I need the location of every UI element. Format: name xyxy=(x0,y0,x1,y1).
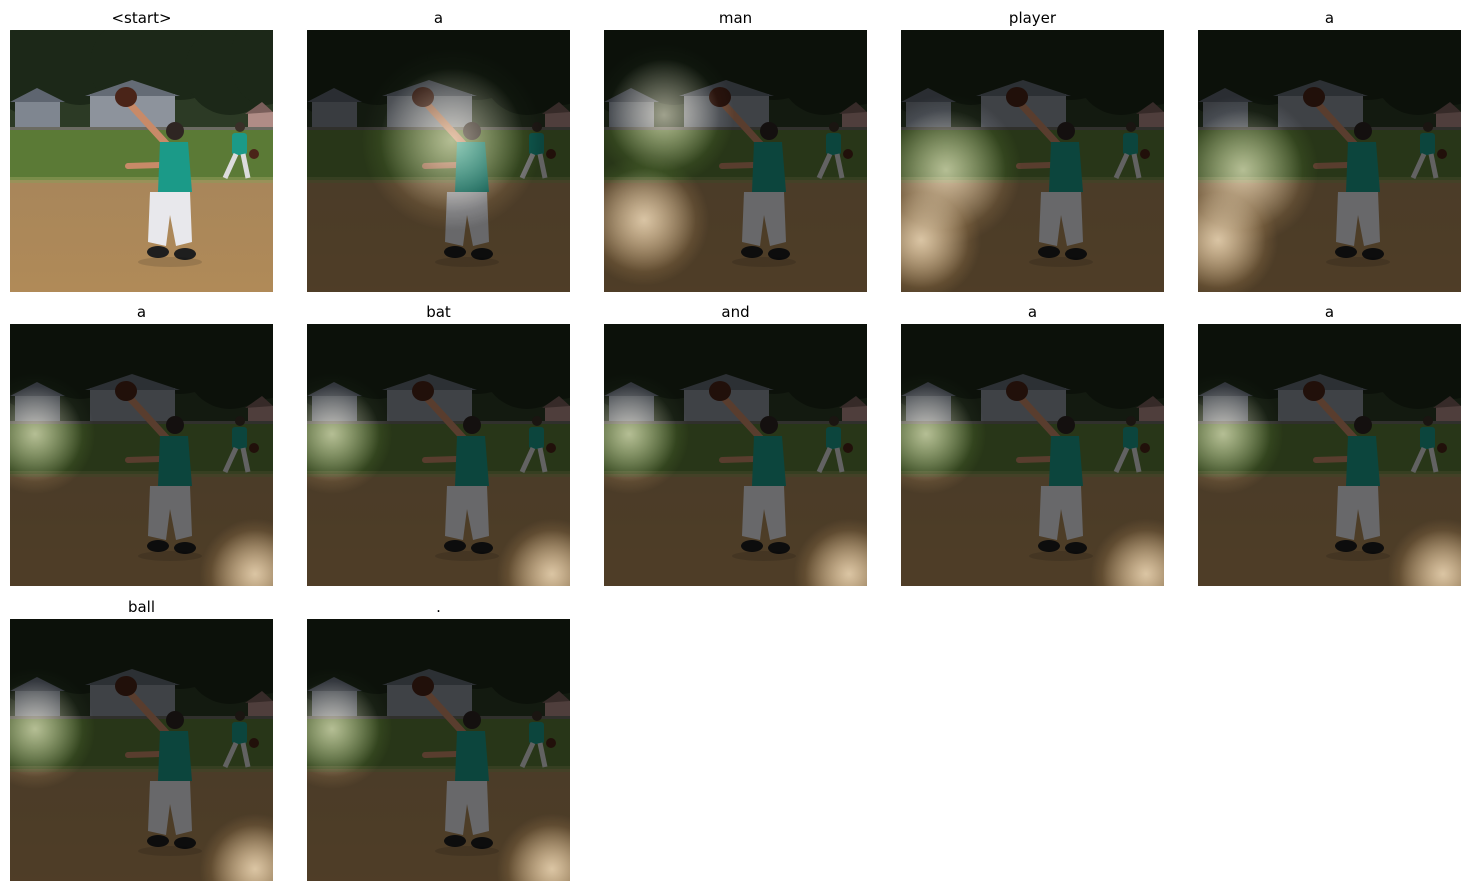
attention-heatmap-image xyxy=(307,619,570,881)
attention-heatmap-image xyxy=(901,324,1164,586)
panel-word-label: a xyxy=(1324,9,1335,27)
attention-heatmap-image xyxy=(10,324,273,586)
panel-word-label: a xyxy=(1027,303,1038,321)
panel-word-label: a xyxy=(433,9,444,27)
attention-heatmap-image xyxy=(604,30,867,292)
attention-heatmap-image xyxy=(901,30,1164,292)
attention-heatmap-image xyxy=(10,619,273,881)
attention-heatmap-image xyxy=(1198,30,1461,292)
attention-heatmap-image xyxy=(307,324,570,586)
panel-word-label: man xyxy=(718,9,753,27)
panel-word-label: a xyxy=(136,303,147,321)
panel-word-label: and xyxy=(721,303,750,321)
panel-word-label: bat xyxy=(426,303,451,321)
panel-word-label: <start> xyxy=(111,9,172,27)
attention-heatmap-image xyxy=(307,30,570,292)
attention-heatmap-image xyxy=(1198,324,1461,586)
panel-word-label: . xyxy=(436,598,441,616)
attention-heatmap-image xyxy=(604,324,867,586)
panel-word-label: player xyxy=(1008,9,1057,27)
panel-word-label: a xyxy=(1324,303,1335,321)
panel-word-label: ball xyxy=(127,598,156,616)
original-photo xyxy=(10,30,273,292)
